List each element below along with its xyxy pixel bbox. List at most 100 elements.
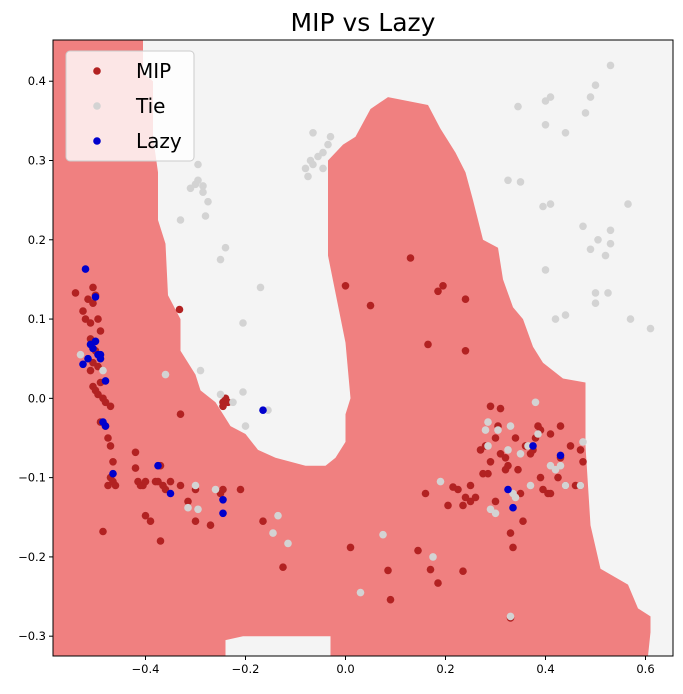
data-point	[514, 465, 522, 474]
data-point	[309, 160, 317, 169]
x-tick-label: 0.0	[336, 662, 354, 676]
data-point	[546, 93, 555, 101]
data-point	[204, 197, 212, 206]
data-point	[429, 553, 437, 561]
data-point	[561, 129, 570, 137]
data-point	[131, 464, 140, 472]
data-point	[184, 497, 192, 506]
data-point	[259, 517, 267, 525]
data-point	[211, 485, 220, 494]
data-point	[161, 370, 170, 379]
legend-item-tie: Tie	[93, 94, 165, 118]
data-point	[99, 527, 107, 536]
data-point	[216, 390, 225, 399]
data-point	[531, 398, 540, 407]
data-point	[229, 398, 237, 407]
data-point	[241, 422, 250, 430]
data-point	[101, 377, 110, 385]
data-point	[576, 446, 585, 454]
data-point	[146, 517, 155, 525]
data-point	[196, 366, 205, 375]
data-point	[434, 579, 442, 587]
data-point	[141, 511, 150, 520]
y-tick-label: 0.2	[28, 233, 46, 247]
data-point	[626, 315, 635, 323]
data-point	[529, 442, 537, 450]
data-point	[459, 501, 467, 510]
data-point	[284, 539, 292, 548]
data-point	[516, 450, 525, 458]
data-point	[546, 430, 555, 438]
data-point	[556, 461, 565, 470]
data-point	[504, 485, 512, 494]
data-point	[426, 565, 435, 574]
data-point	[486, 458, 495, 466]
data-point	[79, 360, 87, 369]
data-point	[506, 529, 515, 537]
data-point	[89, 283, 97, 292]
decision-region-gap	[225, 636, 331, 656]
data-point	[501, 465, 510, 474]
series-lazy	[79, 265, 565, 518]
data-point	[216, 255, 225, 264]
data-point	[606, 226, 615, 235]
data-point	[461, 347, 470, 355]
data-point	[436, 477, 445, 486]
data-point	[579, 458, 587, 466]
data-point	[89, 299, 97, 308]
data-point	[466, 481, 475, 490]
data-point	[279, 563, 287, 571]
legend-marker	[93, 137, 101, 145]
data-point	[346, 543, 355, 552]
data-point	[106, 402, 115, 411]
y-tick-label: 0.3	[28, 154, 46, 168]
data-point	[141, 477, 150, 486]
data-point	[166, 489, 175, 498]
data-point	[199, 182, 207, 190]
data-point	[484, 469, 492, 478]
data-point	[191, 481, 200, 490]
data-point	[206, 521, 215, 529]
data-point	[379, 530, 387, 539]
data-point	[176, 481, 185, 490]
data-point	[591, 299, 600, 308]
data-point	[434, 287, 442, 296]
data-point	[109, 458, 117, 466]
data-point	[546, 489, 555, 498]
data-point	[556, 422, 565, 430]
data-point	[486, 402, 495, 411]
data-point	[444, 501, 452, 510]
legend-label: MIP	[136, 59, 171, 83]
data-point	[259, 406, 267, 415]
data-point	[586, 93, 595, 101]
data-point	[86, 319, 95, 327]
data-point	[624, 200, 632, 208]
x-tick-label: 0.2	[436, 662, 454, 676]
data-point	[566, 442, 575, 450]
data-point	[511, 493, 520, 502]
data-point	[516, 178, 525, 186]
data-point	[91, 337, 100, 346]
y-tick-label: 0.0	[28, 391, 46, 405]
data-point	[199, 188, 207, 196]
y-tick-label: −0.2	[18, 550, 46, 564]
data-point	[304, 172, 312, 181]
data-point	[104, 434, 112, 442]
data-point	[166, 477, 175, 486]
data-point	[319, 148, 327, 157]
x-tick-label: 0.4	[536, 662, 554, 676]
x-tick-label: 0.6	[636, 662, 654, 676]
x-tick-label: −0.4	[132, 662, 160, 676]
data-point	[84, 354, 92, 363]
data-point	[194, 505, 202, 514]
data-point	[341, 282, 350, 290]
data-point	[511, 434, 520, 442]
data-point	[581, 109, 590, 117]
data-point	[509, 543, 517, 552]
data-point	[96, 354, 105, 363]
data-point	[491, 434, 500, 442]
y-tick-label: 0.1	[28, 312, 46, 326]
y-tick-label: −0.3	[18, 629, 46, 643]
data-point	[356, 588, 365, 597]
